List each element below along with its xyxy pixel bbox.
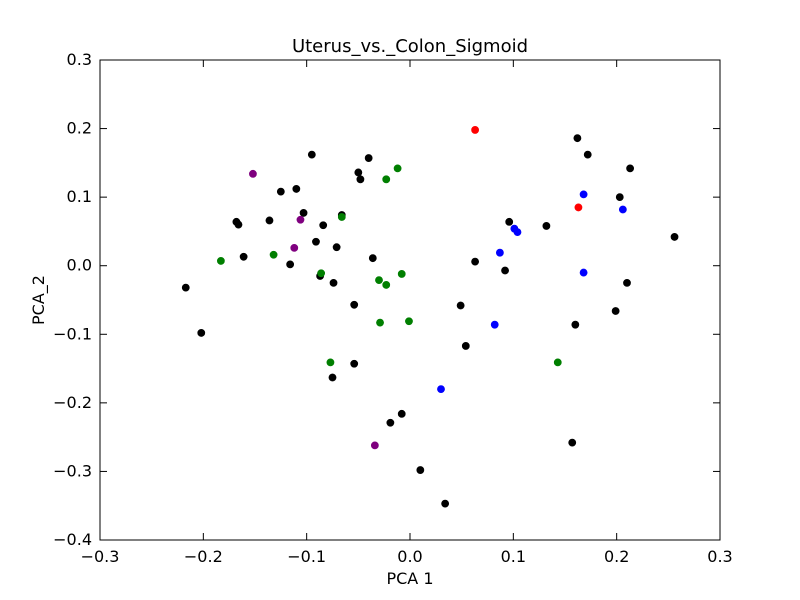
data-point xyxy=(456,301,465,310)
data-point xyxy=(441,499,450,508)
data-point xyxy=(317,269,326,278)
data-point xyxy=(397,270,406,278)
data-point xyxy=(299,209,308,217)
data-point xyxy=(611,307,620,315)
data-point xyxy=(513,228,522,237)
data-point xyxy=(571,320,580,329)
data-point xyxy=(382,281,391,289)
data-point xyxy=(292,185,301,193)
y-tick-label: −0.2 xyxy=(53,393,92,412)
data-point xyxy=(574,203,583,212)
data-point xyxy=(386,418,395,427)
x-tick-label: −0.2 xyxy=(184,547,223,566)
data-point xyxy=(461,342,470,350)
data-point xyxy=(573,134,582,143)
ticks-layer: −0.3 −0.2 −0.1 0.0 0.1 0.2 0.3−0.4−0.3−0.2−0.1… xyxy=(53,50,733,566)
data-point xyxy=(290,243,299,252)
x-axis-label: PCA 1 xyxy=(386,569,433,588)
data-point xyxy=(350,359,359,368)
data-point xyxy=(583,150,592,159)
data-point xyxy=(471,126,479,134)
data-point xyxy=(329,278,338,287)
chart-title: Uterus_vs._Colon_Sigmoid xyxy=(292,36,528,57)
data-point xyxy=(495,248,504,257)
y-tick-label: 0.3 xyxy=(67,50,92,69)
data-point xyxy=(249,169,257,178)
data-point xyxy=(337,213,346,221)
data-point xyxy=(319,221,328,230)
data-point xyxy=(568,438,577,447)
y-tick-label: 0.0 xyxy=(67,256,92,275)
data-point xyxy=(490,320,499,329)
y-axis-label: PCA_2 xyxy=(29,275,49,325)
data-point xyxy=(296,215,305,224)
y-tick-label: 0.1 xyxy=(67,187,92,206)
data-point xyxy=(618,205,627,214)
data-point xyxy=(393,164,402,173)
data-point xyxy=(307,150,316,159)
data-point xyxy=(350,300,359,309)
data-point xyxy=(312,237,320,246)
data-point xyxy=(326,358,335,367)
data-point xyxy=(501,266,509,275)
x-tick-label: 0.2 xyxy=(604,547,629,566)
x-tick-label: 0.0 xyxy=(397,547,422,566)
x-tick-label: 0.1 xyxy=(501,547,526,566)
data-point xyxy=(579,268,588,277)
data-point xyxy=(276,187,285,196)
x-tick-label: −0.3 xyxy=(81,547,120,566)
data-point xyxy=(623,278,631,287)
y-tick-label: 0.2 xyxy=(67,119,92,138)
points-layer xyxy=(181,126,679,508)
data-point xyxy=(553,358,562,367)
data-point xyxy=(234,220,243,229)
data-point xyxy=(670,233,679,241)
data-point xyxy=(471,257,479,266)
x-tick-label: −0.1 xyxy=(287,547,326,566)
y-tick-label: −0.1 xyxy=(53,324,92,343)
y-tick-label: −0.3 xyxy=(53,461,92,480)
data-point xyxy=(397,409,406,418)
data-point xyxy=(405,317,413,326)
data-point xyxy=(505,217,514,226)
data-point xyxy=(354,168,363,177)
data-point xyxy=(286,260,295,269)
data-point xyxy=(437,385,445,394)
data-point xyxy=(269,250,278,259)
data-point xyxy=(382,175,391,184)
data-point xyxy=(265,216,274,225)
y-tick-label: −0.4 xyxy=(53,530,92,549)
data-point xyxy=(615,193,624,202)
data-point xyxy=(328,373,337,382)
data-point xyxy=(216,257,225,265)
data-point xyxy=(368,254,377,263)
data-point xyxy=(332,243,341,252)
data-point xyxy=(239,252,248,261)
data-point xyxy=(579,190,588,199)
data-point xyxy=(416,466,425,474)
data-point xyxy=(542,222,551,230)
data-point xyxy=(356,175,365,184)
data-point xyxy=(375,276,383,285)
data-point xyxy=(370,441,379,450)
data-point xyxy=(626,164,634,173)
data-point xyxy=(197,329,206,337)
data-point xyxy=(181,283,190,292)
x-tick-label: 0.3 xyxy=(707,547,732,566)
plot-frame xyxy=(99,59,721,541)
data-point xyxy=(364,154,373,162)
data-point xyxy=(376,318,384,327)
